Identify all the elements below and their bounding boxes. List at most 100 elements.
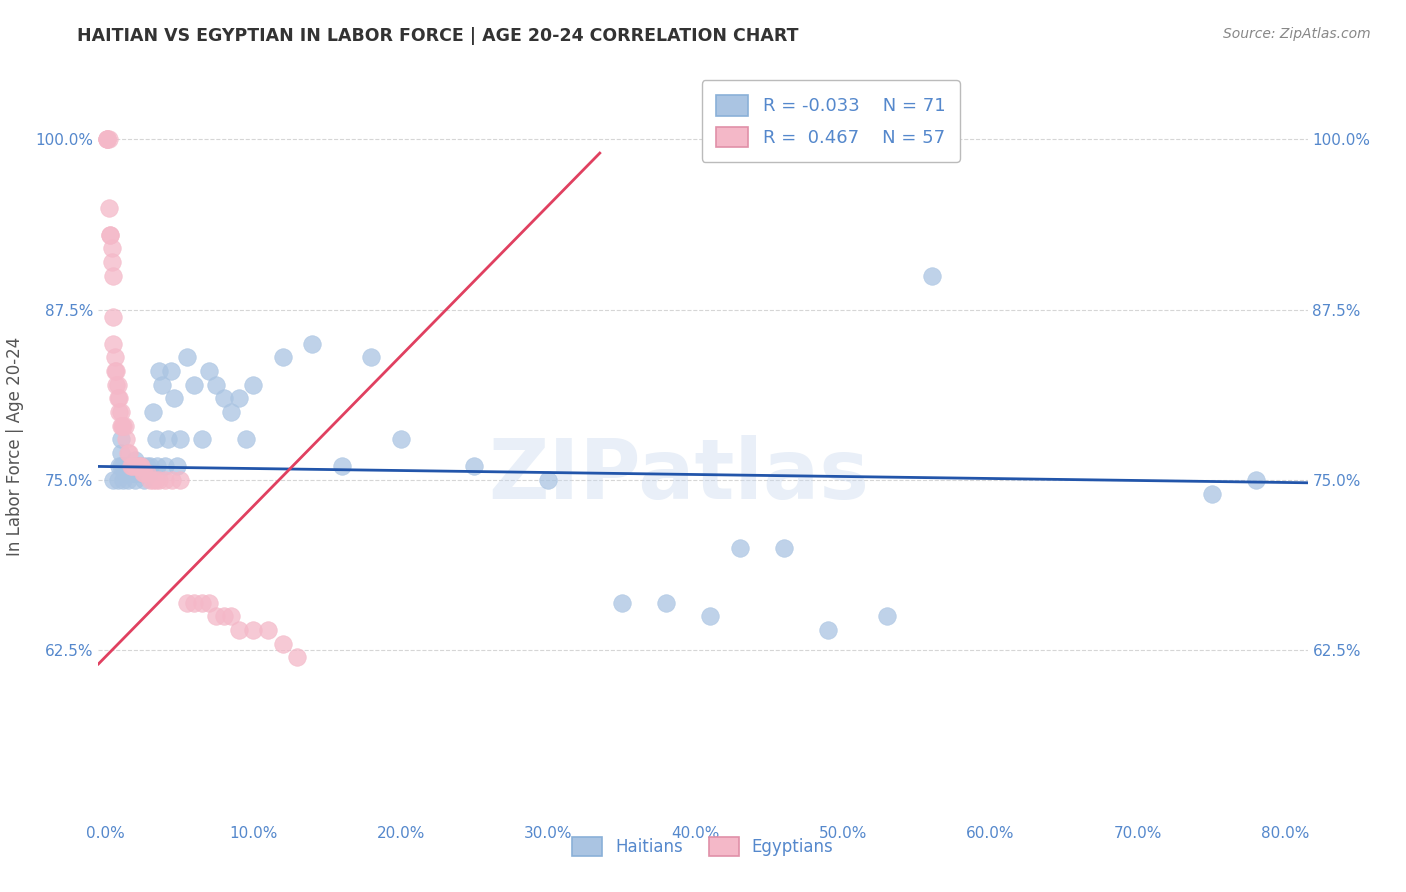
Point [198,364,221,378]
Point [242,623,264,637]
Point [817,623,839,637]
Point [145,473,167,487]
Point [463,459,485,474]
Point [257,623,280,637]
Point [124,459,146,474]
Point [118,459,141,474]
Point [104,351,127,365]
Text: ZIPatlas: ZIPatlas [488,435,869,516]
Point [107,377,129,392]
Point [153,473,176,487]
Point [121,467,143,481]
Point [98,227,121,242]
Point [108,405,131,419]
Point [108,392,131,406]
Point [135,467,157,481]
Point [115,432,138,446]
Point [876,609,898,624]
Point [121,459,143,474]
Point [131,459,153,474]
Point [169,432,191,446]
Point [101,268,124,283]
Point [139,459,162,474]
Point [150,377,173,392]
Point [110,459,132,474]
Point [1244,473,1267,487]
Point [610,596,633,610]
Point [122,467,145,481]
Point [537,473,560,487]
Point [159,364,181,378]
Point [100,255,122,269]
Point [120,467,142,481]
Point [271,636,294,650]
Point [136,467,159,481]
Point [228,392,250,406]
Point [219,405,242,419]
Point [105,377,128,392]
Point [176,351,198,365]
Point [105,364,128,378]
Point [108,459,131,474]
Point [114,467,136,481]
Point [169,473,191,487]
Point [110,405,132,419]
Point [127,467,149,481]
Point [360,351,382,365]
Point [212,392,235,406]
Point [773,541,796,556]
Point [125,459,148,474]
Point [1201,486,1223,500]
Point [112,418,135,433]
Point [100,242,122,256]
Point [921,268,943,283]
Point [96,132,118,146]
Point [134,467,156,481]
Point [134,473,156,487]
Point [107,473,129,487]
Point [330,459,353,474]
Point [142,473,165,487]
Point [156,432,179,446]
Point [112,459,135,474]
Y-axis label: In Labor Force | Age 20-24: In Labor Force | Age 20-24 [7,336,24,556]
Point [301,336,323,351]
Point [121,459,143,474]
Point [124,452,146,467]
Point [117,446,139,460]
Point [228,623,250,637]
Point [131,467,153,481]
Point [146,459,169,474]
Point [107,392,129,406]
Point [128,459,150,474]
Point [115,459,138,474]
Point [97,201,120,215]
Point [101,473,124,487]
Point [287,650,309,665]
Legend: Haitians, Egyptians: Haitians, Egyptians [564,829,842,864]
Point [162,392,184,406]
Point [120,459,142,474]
Point [190,596,212,610]
Point [129,467,152,481]
Point [118,446,141,460]
Point [205,609,228,624]
Point [148,473,170,487]
Text: HAITIAN VS EGYPTIAN IN LABOR FORCE | AGE 20-24 CORRELATION CHART: HAITIAN VS EGYPTIAN IN LABOR FORCE | AGE… [77,27,799,45]
Point [117,459,139,474]
Point [183,377,205,392]
Point [139,473,162,487]
Point [138,467,160,481]
Point [117,473,139,487]
Point [166,459,188,474]
Point [136,459,159,474]
Point [118,467,141,481]
Point [110,432,132,446]
Point [183,596,205,610]
Point [111,418,134,433]
Point [122,459,145,474]
Point [142,405,165,419]
Point [124,467,146,481]
Point [176,596,198,610]
Point [655,596,678,610]
